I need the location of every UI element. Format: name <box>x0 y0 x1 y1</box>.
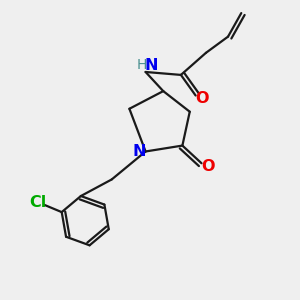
Text: O: O <box>201 159 215 174</box>
Text: Cl: Cl <box>29 195 47 210</box>
Text: H: H <box>136 58 147 73</box>
Text: O: O <box>195 91 209 106</box>
Text: N: N <box>144 58 158 73</box>
Text: N: N <box>132 144 146 159</box>
